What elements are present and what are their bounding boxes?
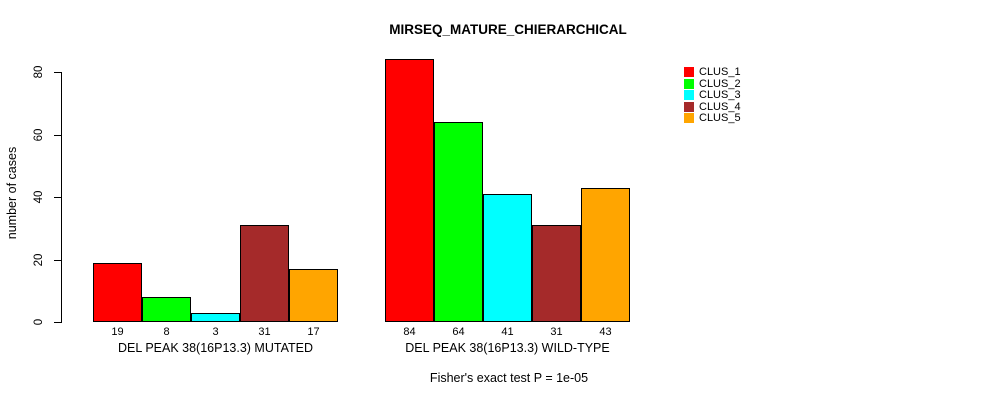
legend-label: CLUS_4 — [699, 100, 741, 113]
y-tick — [54, 197, 61, 198]
legend-item-clus_3: CLUS_3 — [684, 89, 741, 101]
y-tick-label: 20 — [33, 253, 45, 267]
y-tick-label: 80 — [33, 65, 45, 79]
bar-clus_4-group1 — [240, 225, 289, 322]
y-tick-label: 0 — [33, 318, 45, 326]
bar-clus_2-group2 — [434, 122, 483, 322]
bar-clus_2-group1 — [142, 297, 191, 322]
chart-title: MIRSEQ_MATURE_CHIERARCHICAL — [389, 22, 627, 37]
bar-clus_1-group2 — [385, 59, 434, 322]
legend-label: CLUS_2 — [699, 77, 741, 90]
y-tick — [54, 322, 61, 323]
bar-clus_3-group2 — [483, 194, 532, 322]
bar-value-label: 19 — [111, 326, 124, 338]
bar-clus_5-group1 — [289, 269, 338, 322]
bar-value-row: 19 8 3 31 17 — [93, 326, 338, 338]
legend-label: CLUS_5 — [699, 112, 741, 124]
y-tick — [54, 260, 61, 261]
stat-annotation: Fisher's exact test P = 1e-05 — [429, 371, 589, 385]
bar-clus_5-group2 — [581, 188, 630, 322]
bar-clus_1-group1 — [93, 263, 142, 322]
group-axis-label: DEL PEAK 38(16P13.3) MUTATED — [118, 341, 313, 355]
bar-value-label: 31 — [550, 326, 563, 338]
legend-item-clus_2: CLUS_2 — [684, 77, 741, 90]
legend-item-clus_5: CLUS_5 — [684, 112, 741, 124]
bar-value-label: 43 — [599, 326, 612, 338]
legend-swatch-icon — [684, 113, 694, 123]
legend-swatch-icon — [684, 67, 694, 77]
legend-swatch-icon — [684, 78, 694, 89]
bar-value-label: 64 — [452, 326, 465, 338]
bar-group-2 — [385, 0, 630, 322]
legend: CLUS_1 CLUS_2 CLUS_3 CLUS_4 CLUS_5 — [684, 66, 741, 124]
bar-group-1 — [93, 0, 338, 322]
bar-clus_3-group1 — [191, 313, 240, 322]
bar-value-label: 8 — [163, 326, 170, 338]
y-tick-label: 60 — [33, 128, 45, 142]
y-tick — [54, 72, 61, 73]
legend-label: CLUS_3 — [699, 89, 741, 101]
bar-value-label: 3 — [212, 326, 219, 338]
y-tick — [54, 135, 61, 136]
bar-value-row: 84 64 41 31 43 — [385, 326, 630, 338]
legend-label: CLUS_1 — [699, 66, 741, 78]
y-tick-label: 40 — [33, 190, 45, 204]
y-axis-line — [61, 72, 62, 323]
bar-clus_4-group2 — [532, 225, 581, 322]
group-axis-label: DEL PEAK 38(16P13.3) WILD-TYPE — [405, 341, 610, 355]
legend-swatch-icon — [684, 101, 694, 112]
bar-value-label: 41 — [501, 326, 514, 338]
bar-value-label: 17 — [307, 326, 320, 338]
bar-value-label: 84 — [403, 326, 416, 338]
y-axis-label: number of cases — [5, 146, 19, 240]
bar-value-label: 31 — [258, 326, 271, 338]
legend-item-clus_4: CLUS_4 — [684, 100, 741, 113]
legend-item-clus_1: CLUS_1 — [684, 66, 741, 78]
legend-swatch-icon — [684, 90, 694, 100]
